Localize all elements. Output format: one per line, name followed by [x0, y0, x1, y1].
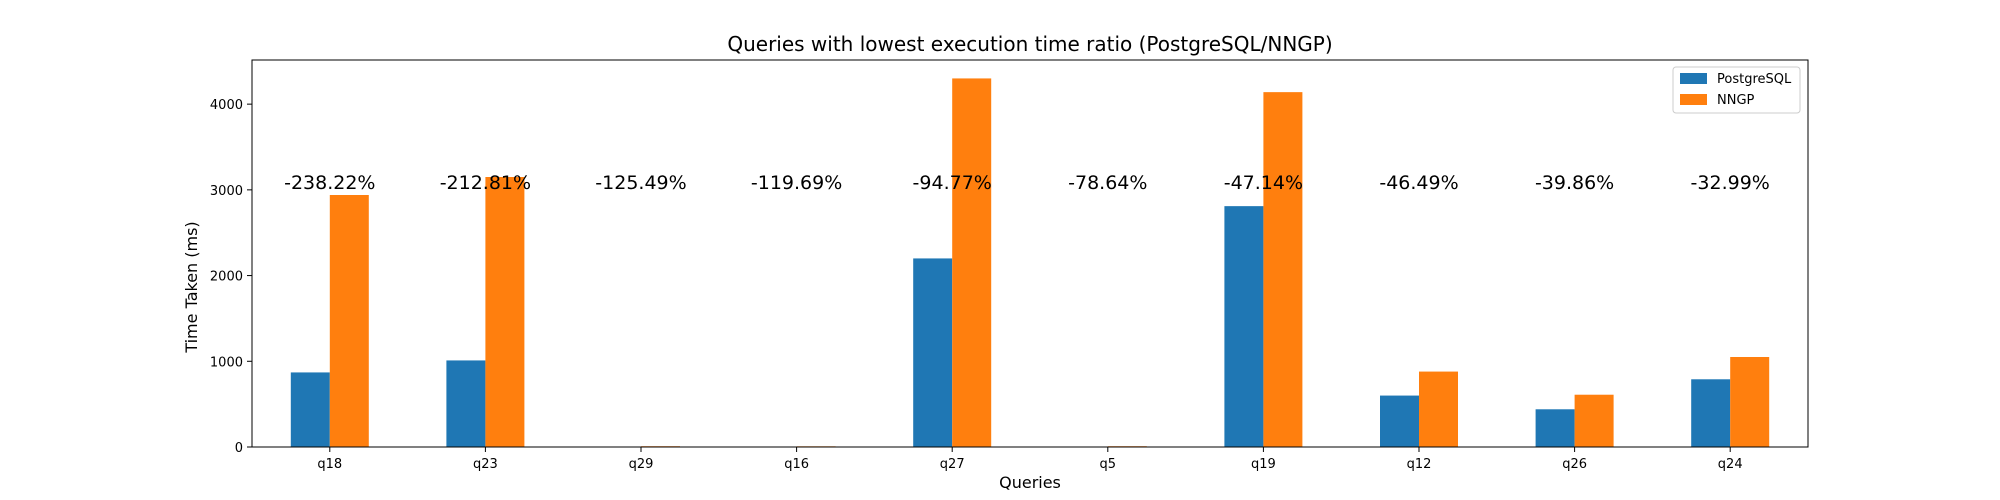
- annotation-q16: -119.69%: [751, 172, 842, 194]
- annotation-q18: -238.22%: [284, 172, 375, 194]
- x-tick-label-q12: q12: [1407, 457, 1432, 472]
- bars-group: [290, 78, 1770, 448]
- bar-postgresql-q18: [290, 372, 330, 447]
- bar-nngp-q26: [1574, 394, 1614, 447]
- x-tick-label-q5: q5: [1100, 457, 1117, 472]
- bar-postgresql-q12: [1380, 395, 1419, 447]
- x-ticks-group: q18 q23 q29 q16 q27 q5 q19 q12 q26 q24: [317, 447, 1743, 472]
- plot-frame: [251, 59, 1809, 448]
- y-tick-label: 1000: [210, 355, 243, 370]
- x-axis-label: Queries: [999, 473, 1061, 492]
- annotation-q26: -39.86%: [1535, 172, 1614, 194]
- x-tick-label-q26: q26: [1562, 457, 1587, 472]
- y-tick-label: 0: [235, 441, 243, 456]
- bar-postgresql-q23: [446, 360, 486, 447]
- x-tick-label-q24: q24: [1718, 457, 1743, 472]
- bar-nngp-q24: [1730, 357, 1770, 447]
- x-tick-label-q18: q18: [317, 457, 342, 472]
- annotation-q29: -125.49%: [595, 172, 686, 194]
- legend: PostgreSQL NNGP: [1672, 66, 1801, 114]
- bar-nngp-q18: [329, 195, 369, 447]
- x-tick-label-q27: q27: [940, 457, 965, 472]
- annotation-q23: -212.81%: [440, 172, 531, 194]
- y-tick-label: 3000: [210, 184, 243, 199]
- legend-label-postgresql: PostgreSQL: [1717, 72, 1792, 87]
- annotation-q19: -47.14%: [1224, 172, 1303, 194]
- y-tick-label: 2000: [210, 270, 243, 285]
- y-tick-label: 4000: [210, 98, 243, 113]
- annotation-q5: -78.64%: [1068, 172, 1147, 194]
- x-tick-label-q29: q29: [629, 457, 654, 472]
- x-tick-label-q23: q23: [473, 457, 498, 472]
- legend-swatch-nngp: [1680, 94, 1707, 105]
- bar-nngp-q23: [485, 177, 525, 447]
- annotation-q12: -46.49%: [1379, 172, 1458, 194]
- annotation-q27: -94.77%: [913, 172, 992, 194]
- legend-label-nngp: NNGP: [1717, 93, 1755, 108]
- bar-postgresql-q27: [913, 258, 953, 447]
- chart-title: Queries with lowest execution time ratio…: [727, 32, 1332, 56]
- bar-nngp-q12: [1419, 371, 1458, 447]
- bar-postgresql-q24: [1691, 379, 1731, 447]
- bar-nngp-q19: [1263, 92, 1303, 448]
- bar-postgresql-q19: [1224, 206, 1264, 447]
- x-tick-label-q19: q19: [1251, 457, 1276, 472]
- y-ticks-group: 0 1000 2000 3000 4000: [210, 98, 252, 456]
- annotation-q24: -32.99%: [1691, 172, 1770, 194]
- annotations-group: -238.22% -212.81% -125.49% -119.69% -94.77% -…: [284, 172, 1770, 194]
- bar-postgresql-q26: [1535, 409, 1575, 447]
- bar-nngp-q27: [952, 78, 992, 447]
- y-axis-label: Time Taken (ms): [182, 221, 201, 353]
- legend-swatch-postgresql: [1680, 73, 1707, 84]
- x-tick-label-q16: q16: [784, 457, 809, 472]
